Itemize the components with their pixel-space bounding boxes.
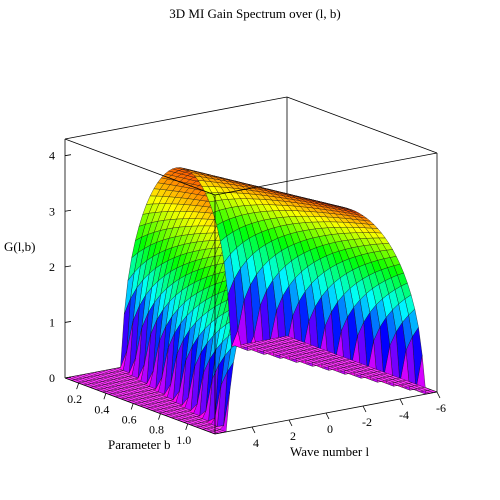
y-tick-mark — [130, 403, 134, 410]
x-tick-label: -6 — [436, 401, 446, 415]
x-tick-mark — [251, 426, 256, 434]
y-tick-mark — [158, 413, 161, 420]
x-tick-mark — [288, 419, 293, 427]
y-tick-label: 0.8 — [149, 423, 164, 437]
z-tick-mark — [64, 209, 72, 212]
x-tick-mark — [436, 391, 441, 399]
z-tick-mark — [64, 265, 72, 268]
chart-title: 3D MI Gain Spectrum over (l, b) — [169, 6, 341, 21]
y-tick-label: 0.2 — [67, 392, 82, 406]
z-axis-ticks: 0 1 2 3 4 — [49, 149, 72, 385]
z-tick-label: 0 — [49, 371, 55, 385]
box-edge — [64, 96, 288, 140]
y-tick-label: 0.4 — [94, 402, 109, 416]
z-tick-mark — [64, 154, 72, 157]
y-axis-ticks: 0.2 0.4 0.6 0.8 1.0 — [67, 382, 191, 447]
x-axis-ticks: -6 -4 -2 0 2 4 — [251, 391, 446, 450]
gain-surface — [64, 167, 438, 435]
z-tick-mark — [64, 376, 72, 379]
box-edge — [64, 377, 216, 435]
x-axis-label: Wave number l — [290, 444, 369, 459]
y-tick-label: 1.0 — [176, 433, 191, 447]
z-tick-label: 2 — [49, 260, 55, 274]
z-tick-mark — [64, 321, 72, 323]
y-tick-label: 0.6 — [122, 412, 137, 426]
x-tick-label: -2 — [362, 415, 372, 429]
y-tick-mark — [103, 393, 107, 400]
x-tick-label: 2 — [290, 429, 296, 443]
x-tick-mark — [362, 405, 367, 413]
x-tick-label: -4 — [399, 408, 409, 422]
z-tick-label: 1 — [49, 315, 55, 329]
x-tick-mark — [325, 412, 330, 420]
y-tick-mark — [185, 423, 189, 430]
z-tick-label: 3 — [49, 204, 55, 218]
box-edge — [64, 138, 216, 196]
box-edge — [214, 152, 438, 196]
x-tick-label: 0 — [327, 422, 333, 436]
y-axis-label: Parameter b — [108, 437, 170, 452]
x-tick-label: 4 — [253, 436, 259, 450]
z-axis-label: G(l,b) — [4, 239, 35, 254]
y-tick-mark — [76, 382, 80, 390]
z-tick-label: 4 — [49, 149, 55, 163]
box-edge — [286, 96, 438, 154]
x-tick-mark — [399, 398, 404, 406]
